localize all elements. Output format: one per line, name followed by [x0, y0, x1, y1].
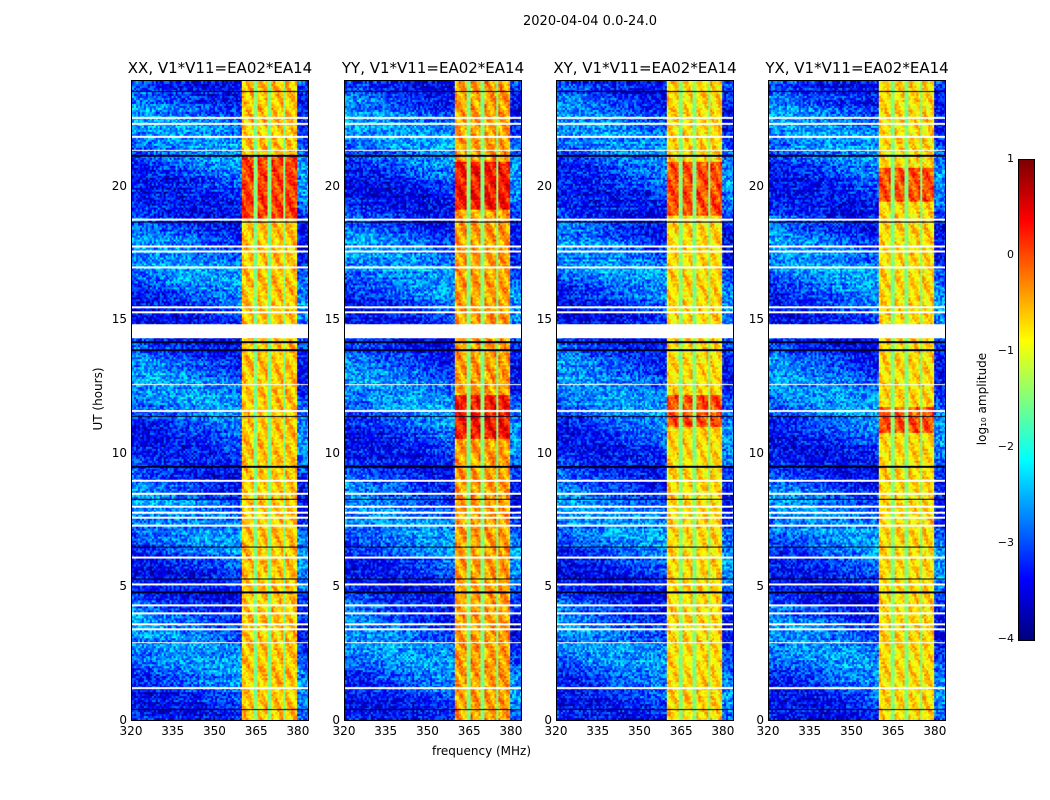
x-tick-label: 380: [711, 724, 735, 738]
y-tick-label: 20: [111, 178, 127, 193]
x-axis-label: frequency (MHz): [432, 744, 532, 758]
x-tick-label: 320: [544, 724, 568, 738]
y-tick-label: 5: [119, 579, 127, 594]
x-tick-label: 335: [161, 724, 185, 738]
x-tick-label: 380: [286, 724, 310, 738]
y-tick-label: 10: [111, 445, 127, 460]
y-tick-label: 15: [748, 312, 764, 327]
panel-title: XX, V1*V11=EA02*EA14: [127, 59, 313, 77]
x-tick-label: 365: [457, 724, 481, 738]
x-tick-label: 320: [756, 724, 780, 738]
colorbar-tick-label: −3: [997, 536, 1014, 549]
x-tick-label: 320: [332, 724, 356, 738]
colorbar-tick-label: −4: [997, 632, 1014, 645]
colorbar: [1018, 159, 1035, 641]
heatmap-panel-xy: [556, 80, 734, 721]
x-tick-label: 380: [499, 724, 523, 738]
x-tick-label: 365: [244, 724, 268, 738]
heatmap-panel-yx: [768, 80, 946, 721]
y-axis-label: UT (hours): [91, 367, 105, 431]
y-tick-label: 10: [324, 445, 340, 460]
panel-title: XY, V1*V11=EA02*EA14: [553, 59, 737, 77]
y-tick-label: 20: [324, 178, 340, 193]
x-tick-label: 320: [119, 724, 143, 738]
heatmap-panel-xx: [131, 80, 309, 721]
x-tick-label: 350: [202, 724, 226, 738]
x-tick-label: 335: [374, 724, 398, 738]
x-tick-label: 350: [415, 724, 439, 738]
y-tick-label: 0: [756, 713, 764, 727]
y-tick-label: 15: [536, 312, 552, 327]
x-tick-label: 365: [669, 724, 693, 738]
colorbar-tick-label: −1: [997, 344, 1014, 357]
y-tick-label: 20: [536, 178, 552, 193]
x-tick-label: 350: [627, 724, 651, 738]
colorbar-label: log₁₀ amplitude: [975, 352, 989, 446]
x-tick-label: 335: [798, 724, 822, 738]
y-tick-label: 5: [332, 579, 340, 594]
panel-title: YY, V1*V11=EA02*EA14: [341, 59, 525, 77]
y-tick-label: 15: [324, 312, 340, 327]
x-tick-label: 335: [586, 724, 610, 738]
figure-title: 2020-04-04 0.0-24.0: [523, 14, 657, 29]
y-tick-label: 5: [544, 579, 552, 594]
y-tick-label: 20: [748, 178, 764, 193]
y-tick-label: 10: [748, 445, 764, 460]
y-tick-label: 5: [756, 579, 764, 594]
y-tick-label: 0: [119, 713, 127, 727]
y-tick-label: 0: [332, 713, 340, 727]
y-tick-label: 0: [544, 713, 552, 727]
x-tick-label: 365: [881, 724, 905, 738]
x-tick-label: 350: [839, 724, 863, 738]
heatmap-panel-yy: [344, 80, 522, 721]
y-tick-label: 10: [536, 445, 552, 460]
y-tick-label: 15: [111, 312, 127, 327]
colorbar-tick-label: −2: [997, 440, 1014, 453]
colorbar-tick-label: 1: [1007, 152, 1014, 165]
x-tick-label: 380: [923, 724, 947, 738]
colorbar-tick-label: 0: [1007, 248, 1014, 261]
panel-title: YX, V1*V11=EA02*EA14: [765, 59, 949, 77]
